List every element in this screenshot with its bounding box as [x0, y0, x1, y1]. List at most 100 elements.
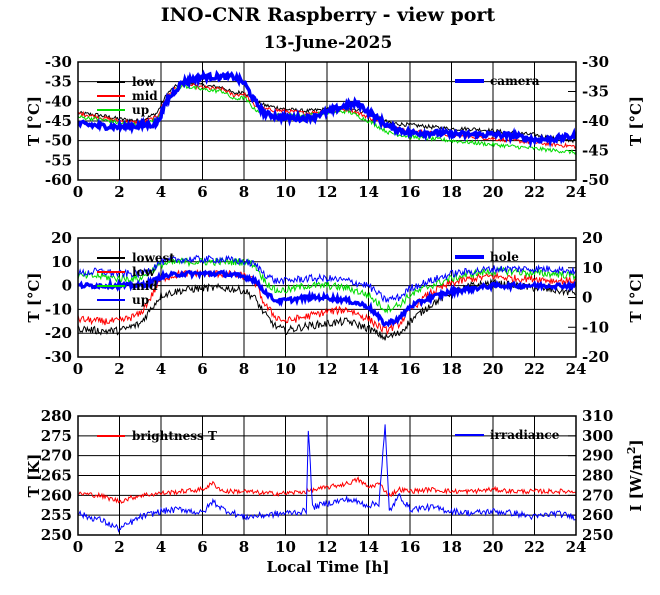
left-axis-label: T [K] — [25, 454, 43, 498]
x-tick-label: 4 — [156, 183, 166, 201]
panel-top: 0 2 4 6 8 10 12 14 16 18 20 22 24-30-35-40-45-50-55-… — [25, 53, 645, 201]
legend-label: hole — [490, 250, 519, 264]
x-tick-label: 14 — [358, 183, 379, 201]
right-tick-label: -10 — [582, 318, 609, 336]
x-tick-label: 12 — [317, 183, 338, 201]
panel-bottom: 0 2 4 6 8 10 12 14 16 18 20 22 242802752702652602552… — [25, 407, 645, 556]
left-tick-label: 10 — [51, 253, 72, 271]
left-tick-label: 255 — [41, 506, 72, 524]
x-tick-label: 16 — [400, 183, 421, 201]
legend-label: up — [132, 103, 149, 117]
x-tick-label: 14 — [358, 360, 379, 378]
right-tick-label: 10 — [582, 259, 603, 277]
right-tick-label: -20 — [582, 348, 609, 366]
left-tick-label: 270 — [41, 447, 72, 465]
left-axis-label: T [°C] — [25, 96, 43, 146]
right-tick-label: 250 — [582, 526, 613, 544]
legend-label: low — [132, 75, 156, 89]
right-axis-label: T [°C] — [627, 96, 645, 146]
x-tick-label: 4 — [156, 538, 166, 556]
right-tick-label: 260 — [582, 506, 613, 524]
series-camera-line — [78, 69, 576, 149]
left-tick-label: -50 — [45, 132, 72, 150]
legend-label: irradiance — [490, 428, 560, 442]
left-tick-label: 275 — [41, 427, 72, 445]
right-tick-label: 270 — [582, 486, 613, 504]
x-tick-label: 20 — [483, 360, 504, 378]
x-tick-label: 20 — [483, 538, 504, 556]
left-tick-label: 20 — [51, 229, 72, 247]
x-tick-label: 2 — [114, 360, 124, 378]
series-brightness-T-line — [78, 476, 576, 504]
x-tick-label: 18 — [441, 538, 462, 556]
left-tick-label: 265 — [41, 467, 72, 485]
left-tick-label: -30 — [45, 53, 72, 71]
x-tick-label: 2 — [114, 183, 124, 201]
x-tick-label: 24 — [566, 183, 587, 201]
left-tick-label: 0 — [62, 277, 72, 295]
legend-label: brightness T — [132, 429, 217, 443]
right-tick-label: -45 — [582, 142, 609, 160]
plot-frame — [77, 415, 577, 536]
x-tick-label: 12 — [317, 538, 338, 556]
x-tick-label: 22 — [524, 183, 545, 201]
left-tick-label: -55 — [45, 151, 72, 169]
plot-frame — [77, 61, 577, 181]
right-tick-label: -35 — [582, 83, 609, 101]
legend-label: camera — [490, 74, 540, 88]
x-tick-label: 6 — [197, 360, 207, 378]
left-tick-label: -60 — [45, 171, 72, 189]
left-tick-label: 250 — [41, 526, 72, 544]
plot-frame — [77, 237, 577, 358]
panel-middle: 0 2 4 6 8 10 12 14 16 18 20 22 2420100-10-20-3020100… — [25, 229, 645, 378]
x-tick-label: 18 — [441, 360, 462, 378]
x-tick-label: 16 — [400, 360, 421, 378]
x-tick-label: 8 — [239, 538, 249, 556]
left-tick-label: 280 — [41, 407, 72, 425]
x-tick-label: 10 — [275, 183, 296, 201]
left-tick-label: -40 — [45, 92, 72, 110]
right-axis-label: T [°C] — [627, 272, 645, 322]
x-tick-label: 8 — [239, 183, 249, 201]
series-irradiance-line — [78, 424, 576, 533]
x-tick-label: 20 — [483, 183, 504, 201]
x-tick-label: 14 — [358, 538, 379, 556]
legend-label: mid — [132, 89, 158, 103]
x-tick-label: 6 — [197, 183, 207, 201]
series-up-line — [78, 254, 576, 304]
x-tick-label: 0 — [73, 360, 83, 378]
right-tick-label: 300 — [582, 427, 613, 445]
x-tick-label: 22 — [524, 538, 545, 556]
right-tick-label: 310 — [582, 407, 613, 425]
chart-title: INO-CNR Raspberry - view port — [161, 4, 496, 26]
left-tick-label: -45 — [45, 112, 72, 130]
x-axis-label: Local Time [h] — [267, 558, 390, 576]
legend-label: mid — [132, 279, 158, 293]
legend-label: up — [132, 293, 149, 307]
x-tick-label: 2 — [114, 538, 124, 556]
x-tick-label: 0 — [73, 183, 83, 201]
left-tick-label: 260 — [41, 486, 72, 504]
legend-label: low — [132, 265, 156, 279]
x-tick-label: 0 — [73, 538, 83, 556]
x-tick-label: 22 — [524, 360, 545, 378]
x-tick-label: 12 — [317, 360, 338, 378]
x-tick-label: 10 — [275, 538, 296, 556]
right-tick-label: 280 — [582, 467, 613, 485]
right-tick-label: -30 — [582, 53, 609, 71]
legend-label: lowest — [132, 251, 175, 265]
chart-subtitle: 13-June-2025 — [264, 33, 393, 53]
left-axis-label: T [°C] — [25, 272, 43, 322]
right-tick-label: 290 — [582, 447, 613, 465]
left-tick-label: -10 — [45, 300, 72, 318]
x-tick-label: 18 — [441, 183, 462, 201]
x-tick-label: 4 — [156, 360, 166, 378]
right-axis-label: I [W/m2] — [625, 439, 645, 511]
x-tick-label: 8 — [239, 360, 249, 378]
right-tick-label: 0 — [582, 289, 592, 307]
right-tick-label: 20 — [582, 229, 603, 247]
left-tick-label: -20 — [45, 324, 72, 342]
series-hole-line — [78, 268, 576, 328]
x-tick-label: 24 — [566, 360, 587, 378]
